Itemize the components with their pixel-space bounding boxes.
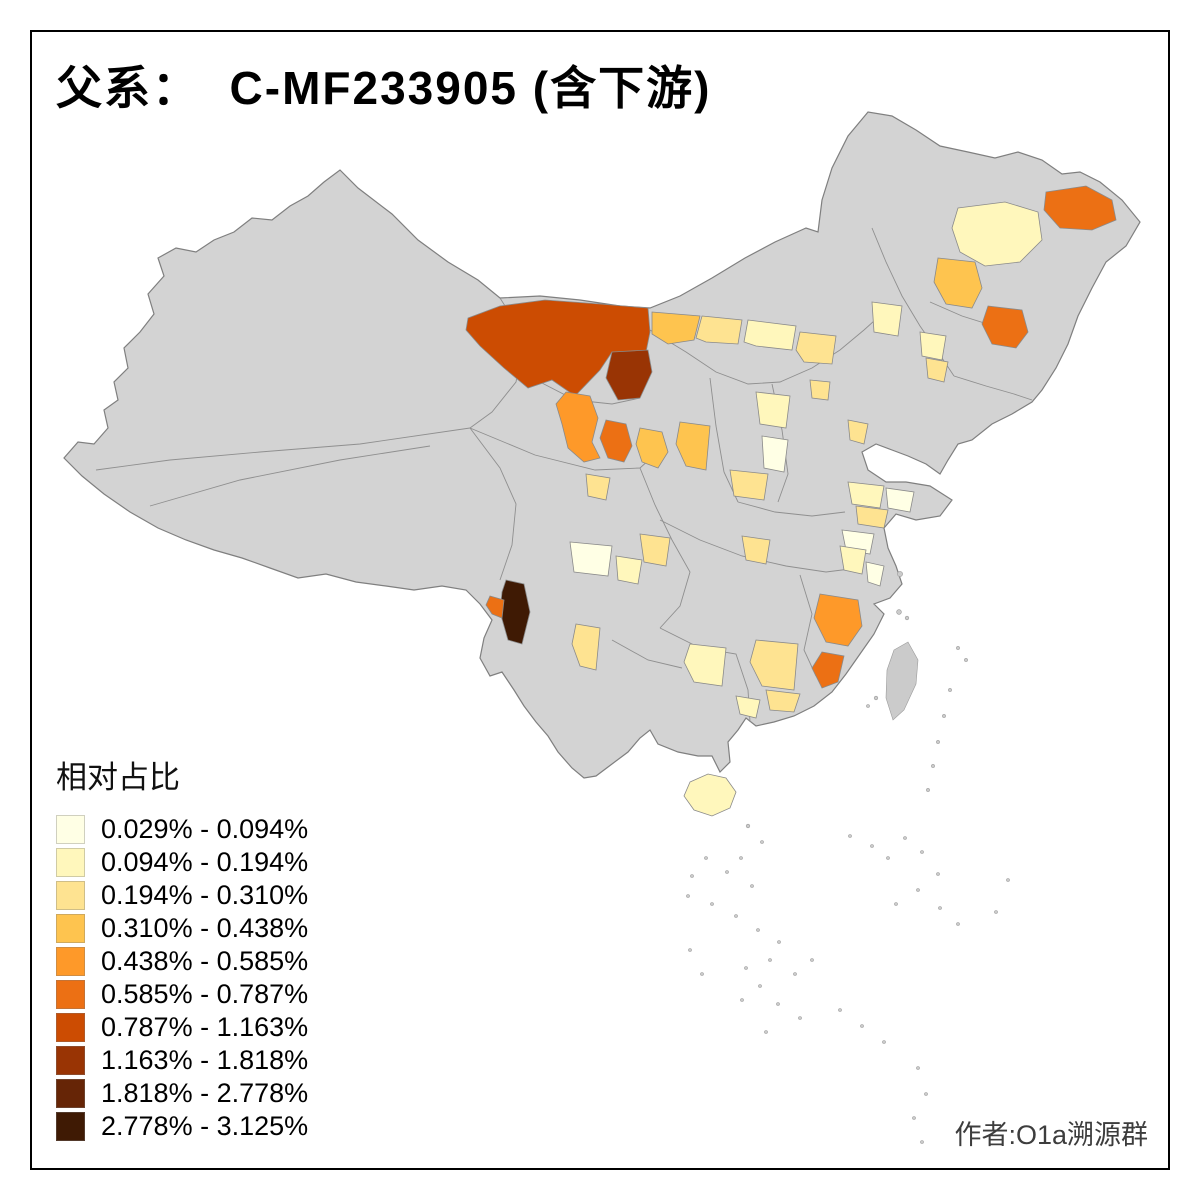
legend-swatch [56,980,85,1009]
region-ningxia [635,427,669,469]
legend-swatch [56,914,85,943]
region-zhejiang-east [865,561,885,587]
region-sichuan-north [569,541,613,577]
region-panzhihua [485,595,505,619]
legend-title: 相对占比 [56,760,180,795]
legend-row: 0.438% - 0.585% [56,945,308,978]
legend-swatch [56,1046,85,1075]
legend-label: 0.194% - 0.310% [101,880,309,910]
region-chengdu [615,555,643,585]
legend-label: 0.094% - 0.194% [101,847,309,877]
region-songyuan [919,331,947,361]
legend-swatch [56,848,85,877]
page-title: 父系： C-MF233905 (含下游) [56,62,712,114]
legend-row: 0.585% - 0.787% [56,978,308,1011]
legend-row: 0.094% - 0.194% [56,846,308,879]
region-suihua [933,257,983,309]
region-liangshan [499,579,531,645]
region-ulanqab [695,315,743,345]
region-shaanxi [675,421,711,471]
region-fujian-north [813,593,863,647]
south-china-sea-islands [686,571,1010,1144]
taiwan-island [885,641,919,721]
region-west-inner-mongolia-south [605,349,653,401]
legend-swatch [56,881,85,910]
region-yunnan-central [571,623,601,671]
legend-label: 0.438% - 0.585% [101,946,309,976]
legend-label: 0.029% - 0.094% [101,814,309,844]
region-heilongjiang-west [951,201,1043,267]
region-hebei-coast [847,419,869,445]
region-guizhou [683,643,727,687]
region-zhangjiakou [795,331,837,365]
legend-swatch [56,1112,85,1141]
region-sichuan-east [639,533,671,567]
colored-regions [465,185,1117,817]
region-hunan [749,639,799,691]
legend-label: 0.585% - 0.787% [101,979,309,1009]
region-liaoning-central [925,357,949,383]
region-xilingol [743,319,797,351]
region-shanxi-south [761,435,789,473]
region-lanzhou [599,419,633,463]
legend-label: 2.778% - 3.125% [101,1111,309,1141]
attribution: 作者:O1a溯源群 [954,1120,1148,1150]
region-hubei [741,535,771,565]
legend-row: 0.194% - 0.310% [56,879,308,912]
region-fujian-south [811,651,845,689]
mainland-landmass [63,111,1141,779]
plot-frame-border [30,30,1170,1170]
legend-row: 0.787% - 1.163% [56,1011,308,1044]
legend-row: 0.310% - 0.438% [56,912,308,945]
legend-row: 1.818% - 2.778% [56,1077,308,1110]
region-jiangxi-north [839,545,867,575]
region-hexi-corridor [555,391,601,463]
legend-label: 1.163% - 1.818% [101,1045,309,1075]
legend-swatch [56,947,85,976]
region-heilongjiang-northeast [1043,185,1117,231]
legend-label: 0.310% - 0.438% [101,913,309,943]
region-shandong-east [885,487,915,513]
legend-swatch [56,1079,85,1108]
region-beijing [809,379,831,401]
region-hainan-island [683,773,737,817]
legend-swatch [56,1013,85,1042]
region-henan [729,469,769,501]
legend-items: 0.029% - 0.094% 0.094% - 0.194% 0.194% -… [56,813,308,1143]
legend-label: 0.787% - 1.163% [101,1012,309,1042]
region-yanbian [981,305,1029,349]
region-shanxi-north [755,391,791,429]
legend-row: 0.029% - 0.094% [56,813,308,846]
region-chifeng [871,301,903,337]
region-guangdong-west [765,689,801,713]
legend-row: 1.163% - 1.818% [56,1044,308,1077]
legend-swatch [56,815,85,844]
legend: 相对占比 0.029% - 0.094% 0.094% - 0.194% 0.1… [56,752,308,1143]
legend-row: 2.778% - 3.125% [56,1110,308,1143]
region-baotou [651,311,701,345]
region-shandong-west [847,481,885,509]
region-west-inner-mongolia [465,299,651,397]
region-shandong-south [855,505,889,529]
region-guangxi-east [735,695,761,719]
region-xining [585,473,611,501]
legend-label: 1.818% - 2.778% [101,1078,309,1108]
